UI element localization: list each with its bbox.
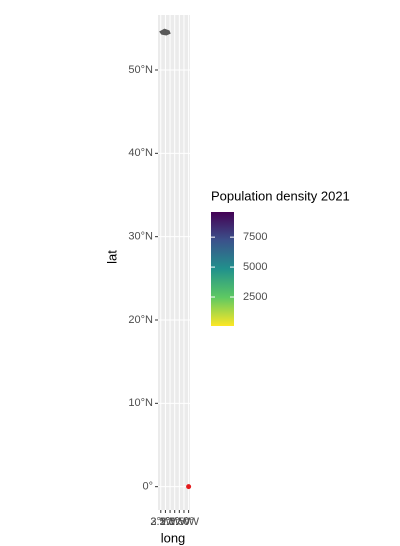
legend-label: 5000	[243, 261, 267, 273]
y-tick-label: 20°N	[128, 314, 153, 326]
y-tick-label: 50°N	[128, 64, 153, 76]
point	[186, 484, 192, 490]
legend-title: Population density 2021	[211, 188, 350, 203]
colorbar	[211, 212, 234, 326]
x-tick-label: 0°	[183, 516, 194, 528]
x-tick-label: 2.5°W	[150, 516, 181, 528]
y-tick-label: 30°N	[128, 231, 153, 243]
x-tick-label: 1°W	[169, 516, 191, 528]
panel	[158, 15, 190, 510]
legend-label: 2500	[243, 291, 267, 303]
legend-label: 7500	[243, 231, 267, 243]
x-tick-label: 1.5°W	[160, 516, 191, 528]
y-tick-label: 0°	[142, 481, 153, 493]
y-tick-label: 10°N	[128, 397, 153, 409]
region	[159, 28, 171, 36]
x-tick-label: 2°W	[160, 516, 182, 528]
y-tick-label: 40°N	[128, 147, 153, 159]
y-axis-label: lat	[104, 250, 119, 264]
x-tick-label: 3°W	[150, 516, 172, 528]
x-axis-label: long	[161, 530, 186, 545]
x-tick-label: 0.5°W	[169, 516, 200, 528]
